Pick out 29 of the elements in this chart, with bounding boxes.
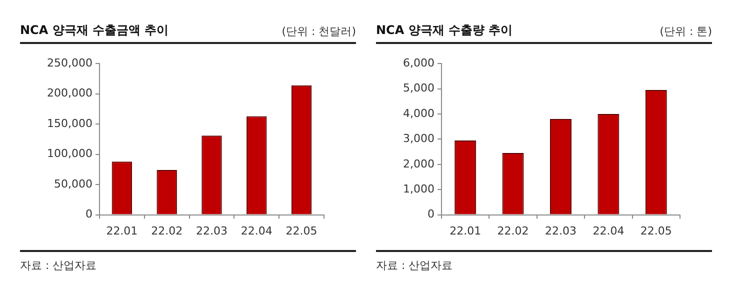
x-tick-label: 22.02 bbox=[151, 224, 183, 238]
x-tick-label: 22.01 bbox=[106, 224, 138, 238]
x-tick-label: 22.03 bbox=[544, 224, 576, 238]
x-tick-label: 22.04 bbox=[240, 224, 272, 238]
text: 자료 : 산업자료 bbox=[20, 258, 98, 273]
x-tick-label: 22.04 bbox=[592, 224, 624, 238]
y-tick-label: 200,000 bbox=[46, 86, 92, 100]
y-tick-label: 1,000 bbox=[402, 182, 434, 196]
x-tick-label: 22.01 bbox=[450, 224, 482, 238]
y-tick-label: 50,000 bbox=[54, 177, 92, 190]
x-tick-label: 22.02 bbox=[497, 224, 529, 238]
chart-title: NCA 양극재 수출량 추이 bbox=[376, 22, 513, 39]
y-tick-label: 5,000 bbox=[402, 82, 434, 95]
y-tick-label: 6,000 bbox=[402, 56, 434, 70]
y-tick-label: 150,000 bbox=[46, 116, 92, 130]
x-tick-label: 22.05 bbox=[640, 224, 672, 238]
text: 자료 : 산업자료 bbox=[376, 258, 454, 273]
y-tick-label: 0 bbox=[427, 208, 434, 221]
x-tick-label: 22.03 bbox=[196, 224, 228, 238]
y-tick-label: 2,000 bbox=[402, 157, 434, 170]
chart-subtitle: (단위 : 톤) bbox=[660, 24, 712, 39]
x-tick-label: 22.05 bbox=[286, 224, 318, 238]
y-tick-label: 250,000 bbox=[46, 56, 92, 70]
y-tick-label: 4,000 bbox=[402, 106, 434, 120]
y-tick-label: 0 bbox=[85, 208, 92, 221]
chart-title: NCA 양극재 수출금액 추이 bbox=[20, 22, 169, 39]
chart-subtitle: (단위 : 천달러) bbox=[282, 24, 356, 39]
y-tick-label: 3,000 bbox=[402, 132, 434, 146]
y-tick-label: 100,000 bbox=[46, 147, 92, 160]
